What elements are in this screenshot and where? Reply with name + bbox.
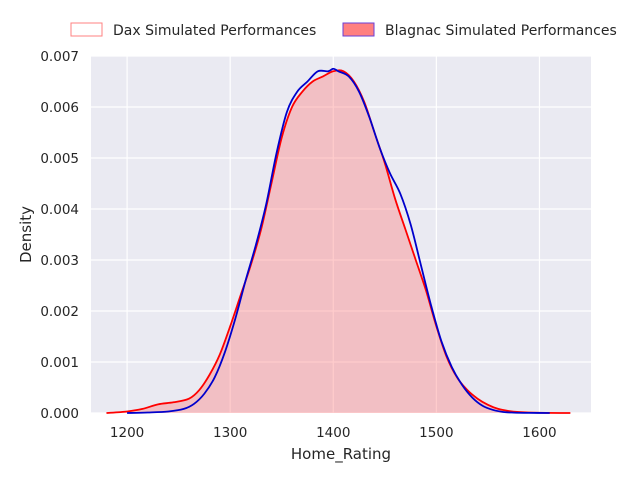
legend-label: Dax Simulated Performances xyxy=(113,23,316,39)
y-tick-label: 0.003 xyxy=(40,253,79,269)
legend-label: Blagnac Simulated Performances xyxy=(385,23,617,39)
legend-swatch xyxy=(342,22,375,37)
x-tick-label: 1400 xyxy=(316,425,350,441)
density-fill-series-0 xyxy=(106,70,571,413)
plot-background xyxy=(91,56,591,413)
y-tick-label: 0.005 xyxy=(40,151,79,167)
x-tick-label: 1600 xyxy=(522,425,556,441)
y-tick-label: 0.006 xyxy=(40,100,79,116)
y-tick-label: 0.001 xyxy=(40,355,79,371)
legend-entry-0: Dax Simulated Performances xyxy=(70,22,316,39)
x-tick-label: 1200 xyxy=(110,425,144,441)
x-tick-label: 1500 xyxy=(419,425,453,441)
y-tick-label: 0.007 xyxy=(40,49,79,65)
y-tick-label: 0.000 xyxy=(40,406,79,422)
x-axis-label: Home_Rating xyxy=(291,445,391,464)
x-tick-label: 1300 xyxy=(213,425,247,441)
y-tick-label: 0.002 xyxy=(40,304,79,320)
legend: Dax Simulated Performances Blagnac Simula… xyxy=(70,22,617,39)
density-fills xyxy=(106,70,571,413)
x-tick-labels: 1200 1300 1400 1500 1600 xyxy=(110,425,557,441)
y-tick-labels: 0.000 0.001 0.002 0.003 0.004 0.005 0.006 0.007 xyxy=(40,49,79,422)
density-line-series-1 xyxy=(127,67,550,414)
y-axis-label: Density xyxy=(17,206,35,263)
legend-swatch xyxy=(70,22,103,37)
density-lines xyxy=(106,67,571,414)
grid-lines xyxy=(91,55,591,414)
y-tick-label: 0.004 xyxy=(40,202,79,218)
legend-entry-1: Blagnac Simulated Performances xyxy=(342,22,617,39)
